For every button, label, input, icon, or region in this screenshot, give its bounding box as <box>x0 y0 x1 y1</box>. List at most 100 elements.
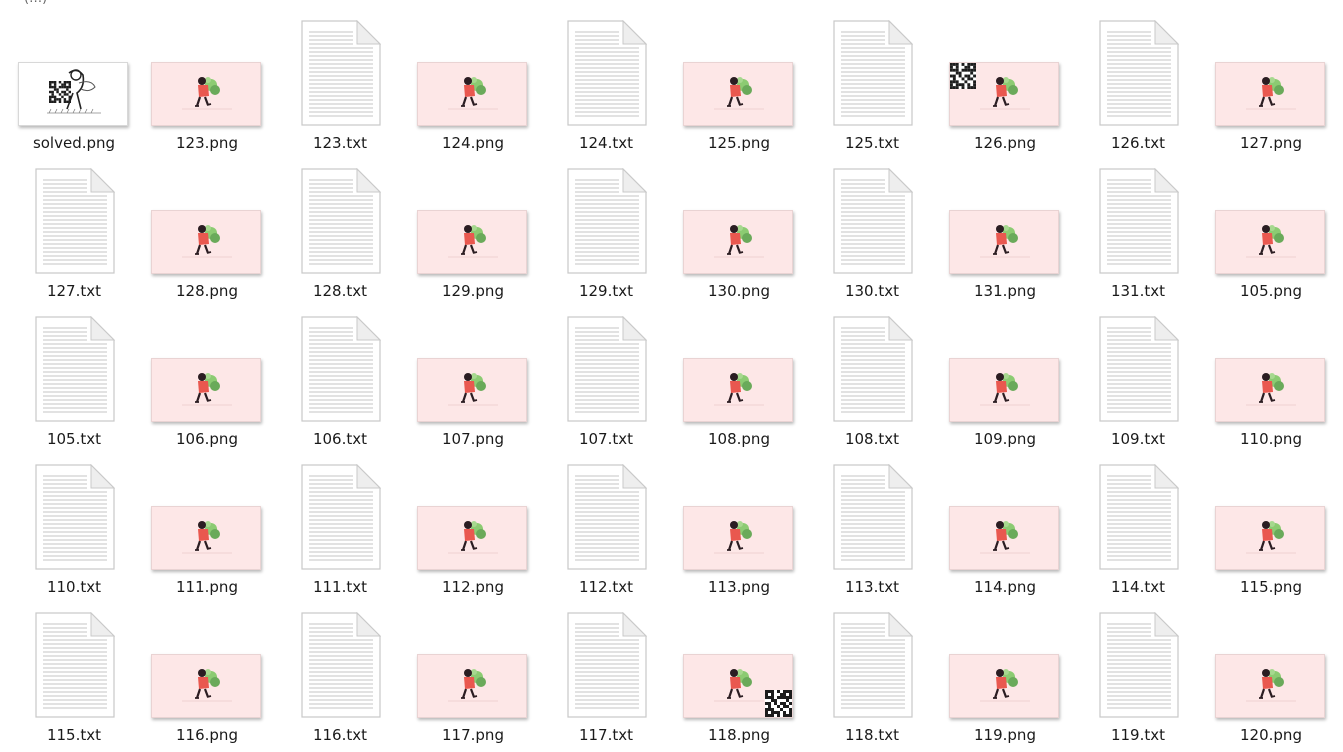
text-file-item[interactable]: 130.txt <box>806 168 938 316</box>
image-thumbnail <box>1215 358 1325 422</box>
file-name-label: 107.png <box>442 430 504 448</box>
file-name-label: 126.txt <box>1110 134 1166 152</box>
file-name-label: 105.png <box>1240 282 1302 300</box>
image-thumbnail-icon <box>1246 373 1296 406</box>
file-name-label: 115.png <box>1240 578 1302 596</box>
image-file-item[interactable]: 131.png <box>939 168 1071 316</box>
file-name-label: solved.png <box>32 134 116 152</box>
text-file-item[interactable]: 131.txt <box>1072 168 1204 316</box>
file-name-label: 108.txt <box>844 430 900 448</box>
image-file-item[interactable]: 123.png <box>141 20 273 168</box>
image-file-item[interactable]: 116.png <box>141 612 273 752</box>
image-thumbnail-icon <box>182 77 232 110</box>
image-thumbnail-icon <box>714 521 764 554</box>
text-file-item[interactable]: 114.txt <box>1072 464 1204 612</box>
text-file-item[interactable]: 124.txt <box>540 20 672 168</box>
text-file-icon <box>35 464 115 570</box>
text-file-icon <box>1099 20 1179 126</box>
file-name-label: 129.png <box>442 282 504 300</box>
text-file-item[interactable]: 129.txt <box>540 168 672 316</box>
image-file-item[interactable]: 126.png <box>939 20 1071 168</box>
text-file-icon <box>1099 464 1179 570</box>
image-file-item[interactable]: 117.png <box>407 612 539 752</box>
image-thumbnail-icon <box>714 77 764 110</box>
text-file-icon <box>301 20 381 126</box>
image-thumbnail <box>151 654 261 718</box>
text-file-item[interactable]: 118.txt <box>806 612 938 752</box>
file-name-label: 108.png <box>708 430 770 448</box>
image-thumbnail <box>949 62 1059 126</box>
image-thumbnail-icon <box>1246 669 1296 702</box>
image-file-item[interactable]: 129.png <box>407 168 539 316</box>
file-name-label: 110.txt <box>46 578 102 596</box>
text-file-icon <box>567 20 647 126</box>
text-file-item[interactable]: 119.txt <box>1072 612 1204 752</box>
image-thumbnail-icon <box>182 521 232 554</box>
image-file-item[interactable]: solved.png <box>8 20 140 168</box>
text-file-item[interactable]: 127.txt <box>8 168 140 316</box>
image-file-item[interactable]: 112.png <box>407 464 539 612</box>
file-name-label: 118.png <box>708 726 770 744</box>
image-thumbnail-icon <box>1246 225 1296 258</box>
text-file-item[interactable]: 110.txt <box>8 464 140 612</box>
image-file-item[interactable]: 118.png <box>673 612 805 752</box>
image-file-item[interactable]: 120.png <box>1205 612 1337 752</box>
text-file-item[interactable]: 111.txt <box>274 464 406 612</box>
file-name-label: 128.txt <box>312 282 368 300</box>
file-name-label: 117.png <box>442 726 504 744</box>
image-thumbnail-icon <box>448 521 498 554</box>
file-name-label: 118.txt <box>844 726 900 744</box>
text-file-item[interactable]: 106.txt <box>274 316 406 464</box>
image-file-item[interactable]: 106.png <box>141 316 273 464</box>
text-file-item[interactable]: 117.txt <box>540 612 672 752</box>
text-file-item[interactable]: 125.txt <box>806 20 938 168</box>
text-file-item[interactable]: 105.txt <box>8 316 140 464</box>
image-file-item[interactable]: 114.png <box>939 464 1071 612</box>
image-thumbnail-icon <box>448 225 498 258</box>
image-thumbnail-icon <box>448 669 498 702</box>
image-file-item[interactable]: 110.png <box>1205 316 1337 464</box>
text-file-icon <box>1099 316 1179 422</box>
file-name-label: 120.png <box>1240 726 1302 744</box>
text-file-item[interactable]: 113.txt <box>806 464 938 612</box>
image-file-item[interactable]: 107.png <box>407 316 539 464</box>
file-name-label: 123.txt <box>312 134 368 152</box>
text-file-item[interactable]: 108.txt <box>806 316 938 464</box>
image-thumbnail <box>1215 62 1325 126</box>
text-file-item[interactable]: 109.txt <box>1072 316 1204 464</box>
image-file-item[interactable]: 128.png <box>141 168 273 316</box>
text-file-icon <box>833 20 913 126</box>
image-file-item[interactable]: 119.png <box>939 612 1071 752</box>
file-name-label: 110.png <box>1240 430 1302 448</box>
text-file-icon <box>35 168 115 274</box>
text-file-item[interactable]: 123.txt <box>274 20 406 168</box>
image-thumbnail <box>417 62 527 126</box>
image-thumbnail-icon <box>714 373 764 406</box>
image-file-item[interactable]: 124.png <box>407 20 539 168</box>
text-file-item[interactable]: 116.txt <box>274 612 406 752</box>
file-name-label: 114.png <box>974 578 1036 596</box>
image-file-item[interactable]: 105.png <box>1205 168 1337 316</box>
image-file-item[interactable]: 125.png <box>673 20 805 168</box>
image-file-item[interactable]: 108.png <box>673 316 805 464</box>
image-file-item[interactable]: 113.png <box>673 464 805 612</box>
image-thumbnail-icon <box>980 225 1030 258</box>
text-file-item[interactable]: 126.txt <box>1072 20 1204 168</box>
text-file-item[interactable]: 115.txt <box>8 612 140 752</box>
text-file-icon <box>567 168 647 274</box>
image-file-item[interactable]: 127.png <box>1205 20 1337 168</box>
image-file-item[interactable]: 109.png <box>939 316 1071 464</box>
text-file-icon <box>301 168 381 274</box>
image-file-item[interactable]: 130.png <box>673 168 805 316</box>
file-name-label: 112.txt <box>578 578 634 596</box>
text-file-item[interactable]: 107.txt <box>540 316 672 464</box>
image-thumbnail-icon <box>448 77 498 110</box>
image-file-item[interactable]: 111.png <box>141 464 273 612</box>
file-name-label: 111.png <box>176 578 238 596</box>
image-file-item[interactable]: 115.png <box>1205 464 1337 612</box>
text-file-item[interactable]: 128.txt <box>274 168 406 316</box>
text-file-icon <box>1099 612 1179 718</box>
image-thumbnail-icon <box>980 669 1030 702</box>
text-file-item[interactable]: 112.txt <box>540 464 672 612</box>
file-name-label: 119.png <box>974 726 1036 744</box>
